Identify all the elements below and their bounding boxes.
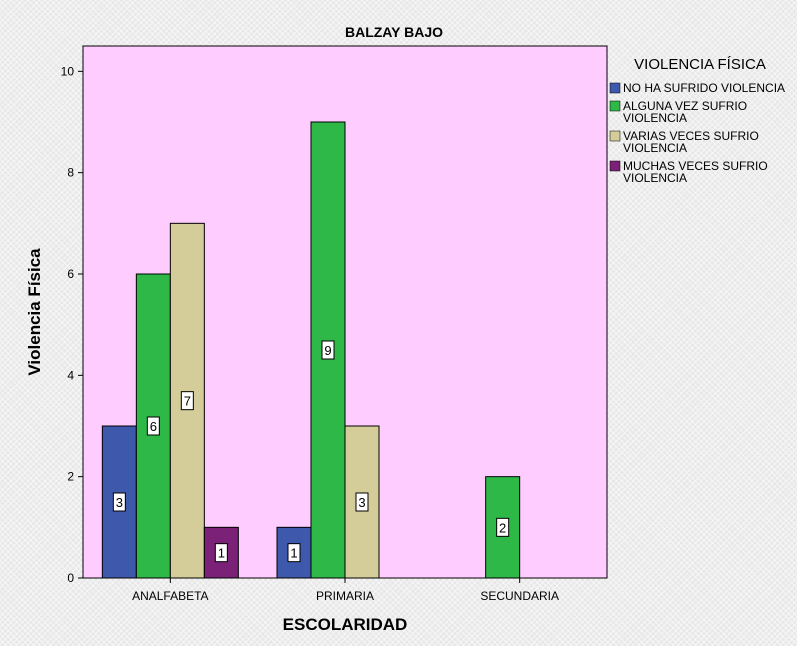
data-label: 7	[184, 394, 191, 409]
legend-swatch	[609, 82, 621, 94]
y-axis: 0 2 4 6 8 10	[61, 64, 83, 585]
data-label-box	[112, 492, 126, 512]
legend-label: VIOLENCIA	[623, 111, 687, 125]
data-label: 6	[150, 419, 157, 434]
y-tick-label: 6	[67, 267, 74, 281]
x-tick-label: PRIMARIA	[316, 589, 374, 603]
chart-title: BALZAY BAJO	[345, 24, 443, 40]
legend-label: VARIAS VECES SUFRIO	[623, 129, 759, 143]
y-tick-label: 2	[67, 470, 74, 484]
data-label: 1	[290, 546, 297, 561]
legend-label: MUCHAS VECES SUFRIO	[623, 159, 768, 173]
y-axis-title: Violencia Física	[25, 248, 44, 376]
data-label-box	[180, 391, 194, 411]
bar	[485, 476, 521, 579]
legend-label: VIOLENCIA	[623, 171, 687, 185]
legend-label: ALGUNA VEZ SUFRIO	[623, 99, 747, 113]
y-tick-label: 8	[67, 166, 74, 180]
data-label: 3	[358, 495, 365, 510]
legend-label: NO HA SUFRIDO VIOLENCIA	[623, 81, 785, 95]
data-label: 9	[324, 343, 331, 358]
data-label-box	[214, 543, 228, 563]
legend-swatch	[609, 100, 621, 112]
x-tick-label: ANALFABETA	[132, 589, 208, 603]
bar	[344, 425, 380, 579]
legend-swatch	[609, 130, 621, 142]
data-label-box	[321, 340, 335, 360]
x-tick-label: SECUNDARIA	[480, 589, 559, 603]
y-tick-label: 4	[67, 368, 74, 382]
data-label-box	[146, 416, 160, 436]
data-label-box	[287, 543, 301, 563]
data-label-box	[355, 492, 369, 512]
x-axis-title: ESCOLARIDAD	[283, 615, 408, 634]
y-tick-label: 10	[61, 64, 75, 78]
data-label-box	[496, 517, 510, 537]
legend: VIOLENCIA FÍSICA NO HA SUFRIDO VIOLENCIA…	[609, 56, 785, 185]
legend-label: VIOLENCIA	[623, 141, 687, 155]
legend-title: VIOLENCIA FÍSICA	[634, 56, 766, 73]
data-label: 2	[499, 520, 506, 535]
data-label: 1	[218, 546, 225, 561]
data-label: 3	[116, 495, 123, 510]
x-axis: ANALFABETA PRIMARIA SECUNDARIA	[132, 578, 559, 603]
legend-swatch	[609, 160, 621, 172]
y-tick-label: 0	[67, 571, 74, 585]
